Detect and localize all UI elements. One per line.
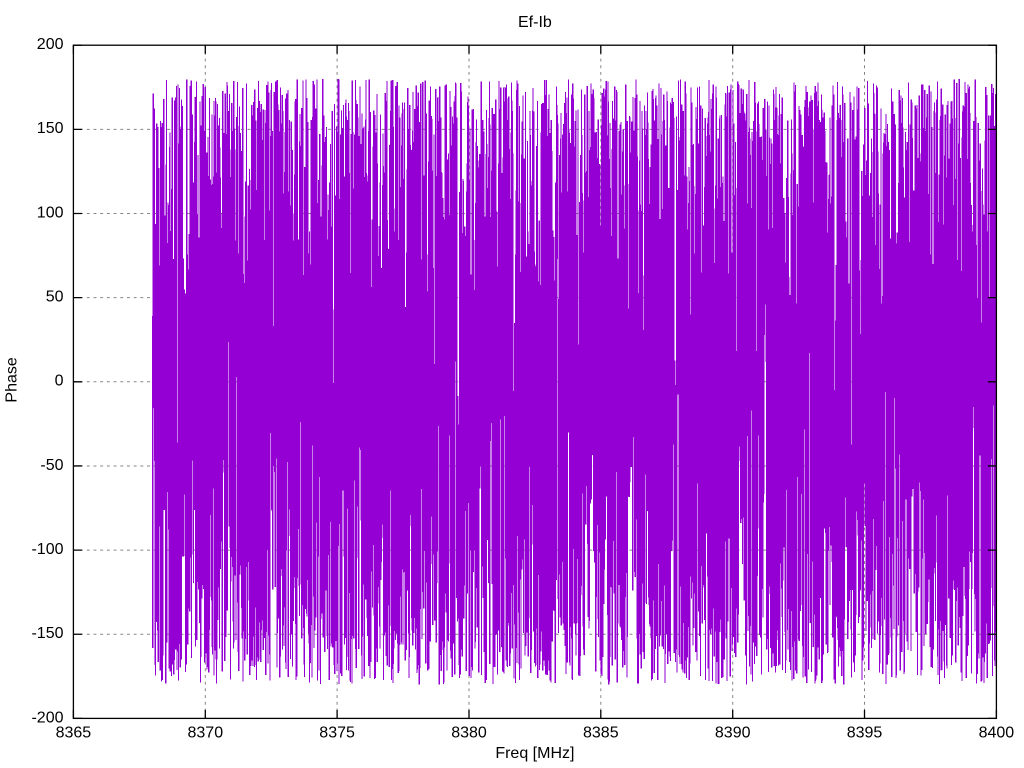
svg-text:8380: 8380	[451, 725, 487, 742]
svg-text:-150: -150	[31, 625, 63, 642]
svg-text:-100: -100	[31, 541, 63, 558]
svg-text:8390: 8390	[715, 725, 751, 742]
svg-text:8400: 8400	[979, 725, 1015, 742]
svg-text:150: 150	[37, 120, 64, 137]
svg-text:-50: -50	[40, 457, 63, 474]
svg-text:200: 200	[37, 36, 64, 53]
svg-text:-200: -200	[31, 709, 63, 726]
svg-text:100: 100	[37, 204, 64, 221]
svg-text:8370: 8370	[188, 725, 224, 742]
svg-text:8385: 8385	[583, 725, 619, 742]
svg-text:8365: 8365	[56, 725, 92, 742]
svg-text:0: 0	[55, 373, 64, 390]
svg-text:Freq [MHz]: Freq [MHz]	[495, 745, 574, 762]
svg-text:8395: 8395	[847, 725, 883, 742]
svg-text:50: 50	[46, 289, 64, 306]
svg-text:Ef-Ib: Ef-Ib	[518, 14, 552, 31]
svg-text:Phase: Phase	[4, 357, 21, 402]
svg-text:8375: 8375	[319, 725, 355, 742]
